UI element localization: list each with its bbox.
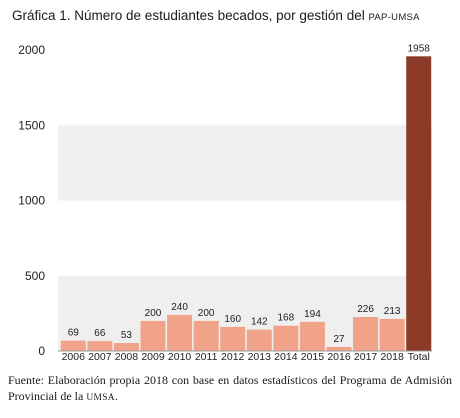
bar-Total: [406, 56, 432, 352]
bar-2008: [113, 343, 139, 351]
data-label-2011: 200: [198, 308, 215, 319]
x-tick-label-2006: 2006: [62, 351, 86, 363]
x-tick-label-2013: 2013: [248, 351, 272, 363]
bar-2016: [326, 346, 352, 351]
y-tick-label: 2000: [18, 43, 45, 57]
source-abbr: umsa: [86, 393, 115, 403]
grid-bands: [58, 50, 432, 351]
x-tick-label-2016: 2016: [327, 351, 351, 363]
data-label-2014: 168: [278, 313, 295, 324]
y-tick-label: 1500: [18, 118, 45, 132]
bar-2010: [167, 314, 193, 351]
data-label-2007: 66: [94, 328, 106, 339]
chart-title-abbr: pap-umsa: [368, 12, 420, 23]
data-labels: 69 66 53 200 240 200 160 142 168 194 27 226 213 1958: [68, 43, 431, 345]
x-axis-labels: 2006 2007 2008 2009 2010 2011 2012 2013 2014 2015…: [62, 351, 430, 363]
x-tick-label-2012: 2012: [221, 351, 245, 363]
data-label-2010: 240: [171, 302, 188, 313]
data-label-2018: 213: [384, 306, 401, 317]
grid-band: [58, 50, 432, 126]
data-label-2015: 194: [304, 309, 321, 320]
y-tick-label: 500: [25, 269, 45, 283]
chart-source: Fuente: Elaboración propia 2018 con base…: [8, 372, 452, 406]
y-tick-label: 0: [38, 344, 45, 358]
bar-2014: [273, 325, 299, 351]
data-label-2009: 200: [145, 308, 162, 319]
x-tick-label-2011: 2011: [195, 351, 218, 363]
x-tick-label-2018: 2018: [380, 351, 404, 363]
bar-chart: 0 500 1000 1500 2000 69 66 53 200 240 200 160 142 16…: [18, 43, 432, 363]
chart-title: Gráfica 1. Número de estudiantes becados…: [12, 8, 452, 23]
data-label-2008: 53: [121, 330, 133, 341]
x-tick-label-2010: 2010: [168, 351, 192, 363]
x-tick-label-2009: 2009: [141, 351, 165, 363]
x-tick-label-2007: 2007: [88, 351, 112, 363]
bar-2006: [60, 340, 86, 351]
y-axis-ticks: 0 500 1000 1500 2000: [18, 43, 45, 358]
data-label-2006: 69: [68, 328, 80, 339]
x-tick-label-2008: 2008: [115, 351, 139, 363]
x-tick-label-2014: 2014: [274, 351, 298, 363]
bar-2007: [87, 341, 113, 351]
x-tick-label-2015: 2015: [301, 351, 325, 363]
grid-band: [58, 125, 432, 201]
source-end: .: [114, 389, 118, 403]
grid-band: [58, 200, 432, 276]
bar-2013: [246, 329, 272, 351]
bar-2012: [220, 326, 246, 351]
x-tick-label-Total: Total: [408, 351, 430, 363]
data-label-2012: 160: [224, 314, 241, 325]
bar-2011: [193, 320, 219, 351]
bar-2018: [379, 318, 405, 351]
bars: [60, 56, 432, 352]
bar-2017: [353, 316, 379, 351]
data-label-2016: 27: [333, 334, 345, 345]
data-label-2017: 226: [357, 304, 374, 315]
bar-2015: [299, 321, 325, 351]
x-tick-label-2017: 2017: [354, 351, 378, 363]
chart-title-text: Gráfica 1. Número de estudiantes becados…: [12, 8, 365, 23]
bar-2009: [140, 320, 166, 351]
source-text: Fuente: Elaboración propia 2018 con base…: [8, 373, 452, 403]
y-tick-label: 1000: [18, 194, 45, 208]
data-label-Total: 1958: [408, 43, 431, 54]
data-label-2013: 142: [251, 317, 268, 328]
